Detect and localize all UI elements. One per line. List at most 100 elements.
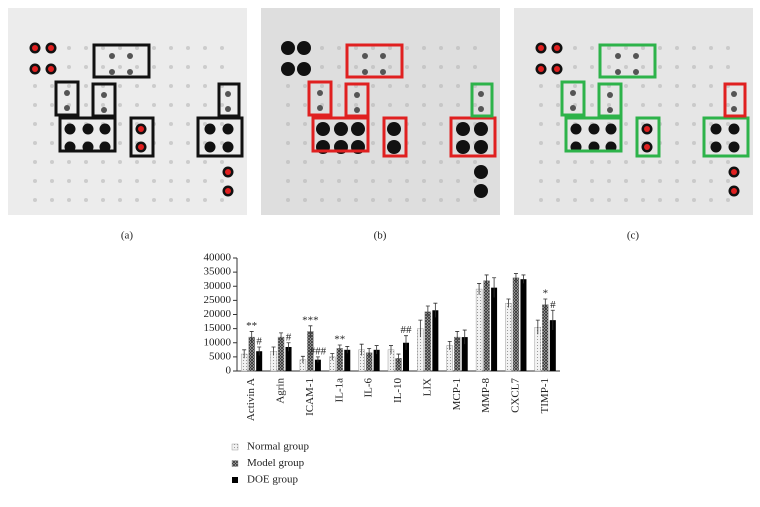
faint-spot [556,84,560,88]
faint-spot [303,179,307,183]
bar [285,346,292,371]
highlight-box [702,116,750,158]
faint-spot [726,160,730,164]
spot [354,92,360,98]
faint-spot [675,141,679,145]
blot-background [8,8,247,215]
faint-spot [354,65,358,69]
spot [334,122,348,136]
faint-spot [658,46,662,50]
faint-spot [220,160,224,164]
faint-spot [473,179,477,183]
spot [127,69,133,75]
spot [478,106,484,112]
faint-spot [624,84,628,88]
spot [731,106,737,112]
faint-spot [439,103,443,107]
spot [615,69,621,75]
faint-spot [709,198,713,202]
spot [478,91,484,97]
faint-spot [607,198,611,202]
faint-spot [539,103,543,107]
faint-spot [220,198,224,202]
faint-spot [320,65,324,69]
faint-spot [186,160,190,164]
spot [297,62,311,76]
faint-spot [607,103,611,107]
error-bar [242,349,247,359]
faint-spot [692,65,696,69]
faint-spot [203,179,207,183]
faint-spot [152,65,156,69]
faint-spot [50,122,54,126]
faint-spot [118,198,122,202]
spot [222,123,234,135]
faint-spot [590,198,594,202]
faint-spot [658,65,662,69]
faint-spot [709,160,713,164]
spot [570,105,576,111]
legend-swatch [231,443,239,451]
faint-spot [590,103,594,107]
faint-spot [590,84,594,88]
bar [344,349,351,371]
faint-spot [709,65,713,69]
faint-spot [169,198,173,202]
highlight-box [92,43,151,79]
spot [82,123,94,135]
faint-spot [439,84,443,88]
faint-spot [169,46,173,50]
highlight-box [723,82,747,118]
error-bar [462,329,467,345]
significance-mark: # [550,299,556,311]
spot [710,123,722,135]
error-bar [389,345,393,355]
blot-panel [261,8,500,215]
faint-spot [50,141,54,145]
faint-spot [286,198,290,202]
faint-spot [439,198,443,202]
panel-label: (c) [627,230,640,242]
highlight-box [217,82,241,118]
faint-spot [422,103,426,107]
faint-spot [658,179,662,183]
faint-spot [624,65,628,69]
faint-spot [422,141,426,145]
faint-spot [641,160,645,164]
faint-spot [692,160,696,164]
bar [491,287,498,371]
bar [461,337,468,371]
faint-spot [590,179,594,183]
faint-spot [388,198,392,202]
blot-background [261,8,500,215]
faint-spot [169,103,173,107]
faint-spot [456,46,460,50]
highlight-box [597,82,623,118]
significance-mark: ** [246,320,257,332]
faint-spot [152,84,156,88]
faint-spot [50,198,54,202]
faint-spot [726,103,730,107]
faint-spot [422,160,426,164]
faint-spot [473,160,477,164]
faint-spot [539,198,543,202]
y-tick-label: 15000 [204,322,232,334]
y-tick-label: 30000 [204,280,232,292]
faint-spot [320,179,324,183]
legend-label: Model group [247,457,305,469]
faint-spot [607,160,611,164]
faint-spot [84,179,88,183]
highlight-box [311,116,370,153]
faint-spot [675,198,679,202]
faint-spot [658,84,662,88]
faint-spot [320,198,324,202]
faint-spot [135,198,139,202]
faint-spot [135,179,139,183]
y-tick-label: 25000 [204,294,232,306]
highlight-box [635,116,661,158]
faint-spot [67,65,71,69]
highlight-box [54,80,80,117]
faint-spot [371,160,375,164]
faint-spot [118,179,122,183]
faint-spot [169,84,173,88]
